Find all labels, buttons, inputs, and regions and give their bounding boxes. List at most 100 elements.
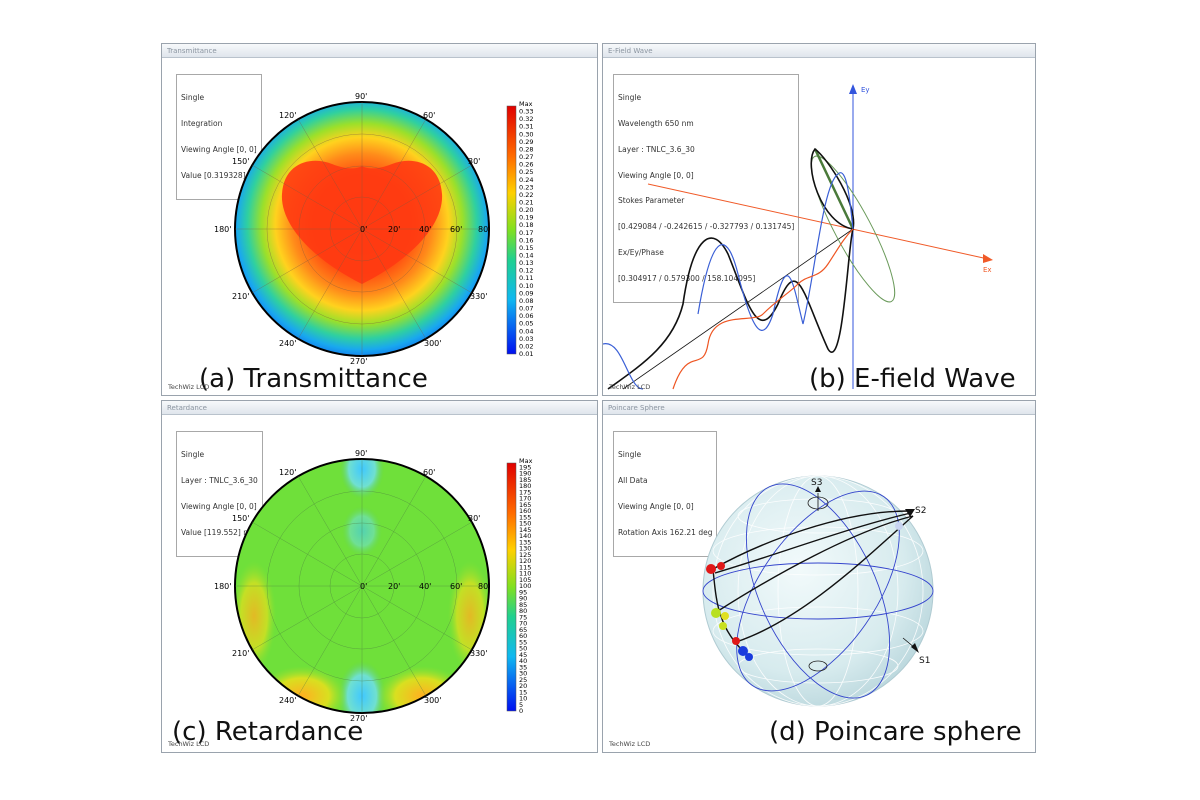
colorbar-tick-label: 0.17 bbox=[519, 229, 533, 237]
angle-label: 240' bbox=[279, 339, 296, 348]
colorbar-tick-label: 30 bbox=[519, 670, 527, 678]
colorbar-tick-label: 0.33 bbox=[519, 108, 533, 116]
techwiz-footer: TechWiz LCD bbox=[609, 383, 651, 391]
techwiz-footer: TechWiz LCD bbox=[168, 383, 210, 391]
colorbar-tick-label: 0.24 bbox=[519, 176, 533, 184]
retardance-polar-plot: 90' 60' 30' 330' 300' 270' 240' 210' 180… bbox=[214, 449, 533, 723]
angle-label: 240' bbox=[279, 696, 296, 705]
colorbar-tick-label: 0.23 bbox=[519, 183, 533, 191]
polarization-major-axis bbox=[813, 148, 855, 230]
colorbar-tick-label: Max bbox=[519, 457, 533, 465]
angle-label: 180' bbox=[214, 225, 231, 234]
propagation-axis bbox=[622, 228, 854, 390]
info-line: Value [0.319328] bbox=[181, 170, 246, 180]
angle-label: 120' bbox=[279, 468, 296, 477]
radial-label: 80' bbox=[478, 225, 490, 234]
e-field-vector-wave bbox=[607, 147, 855, 390]
s1-label: S1 bbox=[919, 656, 930, 666]
colorbar-tick-label: 0.14 bbox=[519, 252, 533, 260]
info-line: Layer : TNLC_3.6_30 bbox=[181, 475, 258, 485]
colorbar-tick-label: 25 bbox=[519, 676, 527, 684]
colorbar-tick-label: 10 bbox=[519, 695, 527, 703]
info-line: [0.429084 / -0.242615 / -0.327793 / 0.13… bbox=[618, 222, 795, 232]
transmittance-titlebar[interactable]: Transmittance bbox=[162, 44, 597, 58]
info-line: Single bbox=[181, 93, 205, 103]
colorbar-tick-label: 0.15 bbox=[519, 244, 533, 252]
transmittance-window: Transmittance Single Integration Viewing… bbox=[161, 43, 598, 396]
colorbar-tick-label: 115 bbox=[519, 563, 531, 571]
colorbar-tick-label: Max bbox=[519, 100, 533, 108]
colorbar-tick-label: 80 bbox=[519, 607, 527, 615]
colorbar-tick-label: 0.20 bbox=[519, 206, 533, 214]
info-line: [0.304917 / 0.579300 / 158.104095] bbox=[618, 273, 756, 283]
s2-arrow bbox=[905, 509, 915, 517]
colorbar-tick-label: 185 bbox=[519, 476, 531, 484]
colorbar-tick-label: 0.06 bbox=[519, 312, 533, 320]
colorbar-tick-label: 195 bbox=[519, 463, 531, 471]
radial-label: 40' bbox=[419, 225, 431, 234]
polar-grid bbox=[235, 459, 489, 713]
angle-label: 150' bbox=[232, 157, 249, 166]
retardance-window: Retardance Single Layer : TNLC_3.6_30 Vi… bbox=[161, 400, 598, 753]
colorbar-tick-label: 0.25 bbox=[519, 168, 533, 176]
colorbar-tick-label: 0.04 bbox=[519, 327, 533, 335]
colorbar-labels: Max1951901851801751701651601551501451401… bbox=[519, 457, 533, 715]
info-line: Integration bbox=[181, 118, 223, 128]
info-line: Stokes Parameter bbox=[618, 196, 685, 206]
colorbar-tick-label: 170 bbox=[519, 495, 531, 503]
colorbar-tick-label: 55 bbox=[519, 638, 527, 646]
angle-label: 90' bbox=[355, 449, 367, 458]
angle-label: 90' bbox=[355, 92, 367, 101]
radial-label: 0' bbox=[360, 582, 367, 591]
colorbar-tick-label: 0.01 bbox=[519, 350, 533, 358]
colorbar-tick-label: 180 bbox=[519, 482, 531, 490]
colorbar-tick-label: 35 bbox=[519, 663, 527, 671]
angle-label: 300' bbox=[424, 696, 441, 705]
colorbar-tick-label: 60 bbox=[519, 632, 527, 640]
angle-label: 270' bbox=[350, 357, 367, 366]
colorbar bbox=[506, 105, 517, 355]
colorbar-tick-label: 0.12 bbox=[519, 267, 533, 275]
colorbar-tick-label: 175 bbox=[519, 488, 531, 496]
ex-label: Ex bbox=[983, 266, 992, 274]
info-line: All Data bbox=[618, 475, 648, 485]
colorbar-tick-label: 0.16 bbox=[519, 236, 533, 244]
techwiz-footer: TechWiz LCD bbox=[168, 740, 210, 748]
info-line: Single bbox=[618, 93, 642, 103]
ex-component-wave bbox=[672, 228, 854, 390]
state-markers bbox=[706, 522, 903, 661]
colorbar-tick-label: 0.19 bbox=[519, 214, 533, 222]
colorbar-tick-label: 0.31 bbox=[519, 123, 533, 131]
colorbar-tick-label: 5 bbox=[519, 701, 523, 709]
colorbar-tick-label: 15 bbox=[519, 688, 527, 696]
angle-label: 150' bbox=[232, 514, 249, 523]
colorbar-tick-label: 0.05 bbox=[519, 320, 533, 328]
angle-label: 330' bbox=[470, 292, 487, 301]
colorbar-tick-label: 95 bbox=[519, 588, 527, 596]
colorbar-tick-label: 0.07 bbox=[519, 305, 533, 313]
colorbar-tick-label: 70 bbox=[519, 620, 527, 628]
efield-titlebar[interactable]: E-Field Wave bbox=[603, 44, 1035, 58]
colorbar-tick-label: 0.18 bbox=[519, 221, 533, 229]
colorbar-tick-label: 65 bbox=[519, 626, 527, 634]
transmittance-caption: (a) Transmittance bbox=[199, 364, 428, 394]
colorbar-tick-label: 165 bbox=[519, 501, 531, 509]
radial-label: 60' bbox=[450, 582, 462, 591]
colorbar bbox=[506, 462, 517, 712]
info-line: Rotation Axis 162.21 deg bbox=[618, 527, 713, 537]
colorbar-tick-label: 155 bbox=[519, 513, 531, 521]
angle-label: 180' bbox=[214, 582, 231, 591]
radial-label: 0' bbox=[360, 225, 367, 234]
poincare-titlebar[interactable]: Poincare Sphere bbox=[603, 401, 1035, 415]
colorbar-tick-label: 125 bbox=[519, 551, 531, 559]
s3-label: S3 bbox=[811, 478, 822, 488]
retardance-titlebar[interactable]: Retardance bbox=[162, 401, 597, 415]
radial-label: 40' bbox=[419, 582, 431, 591]
ey-arrow bbox=[849, 84, 857, 94]
colorbar-tick-label: 0.02 bbox=[519, 342, 533, 350]
sphere-grid bbox=[702, 475, 934, 707]
poincare-window: Poincare Sphere Single All Data Viewing … bbox=[602, 400, 1036, 753]
colorbar-tick-label: 20 bbox=[519, 682, 527, 690]
colorbar-tick-label: 0.13 bbox=[519, 259, 533, 267]
techwiz-footer: TechWiz LCD bbox=[609, 740, 651, 748]
